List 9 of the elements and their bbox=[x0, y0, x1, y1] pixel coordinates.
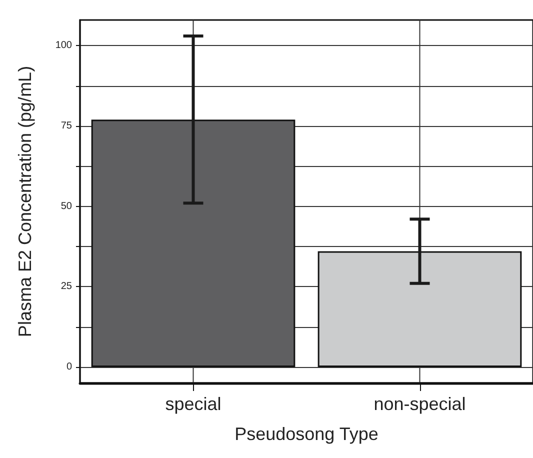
x-axis-title: Pseudosong Type bbox=[234, 424, 378, 444]
y-tick-label: 75 bbox=[60, 120, 72, 132]
y-tick-label: 100 bbox=[55, 40, 72, 52]
y-tick-label: 50 bbox=[60, 200, 72, 212]
y-tick-label: 25 bbox=[60, 281, 72, 292]
y-tick-label: 0 bbox=[66, 361, 72, 372]
x-tick-label: special bbox=[165, 394, 222, 414]
x-tick-label: non-special bbox=[374, 394, 466, 414]
y-axis-title: Plasma E2 Concentration (pg/mL) bbox=[15, 66, 35, 338]
